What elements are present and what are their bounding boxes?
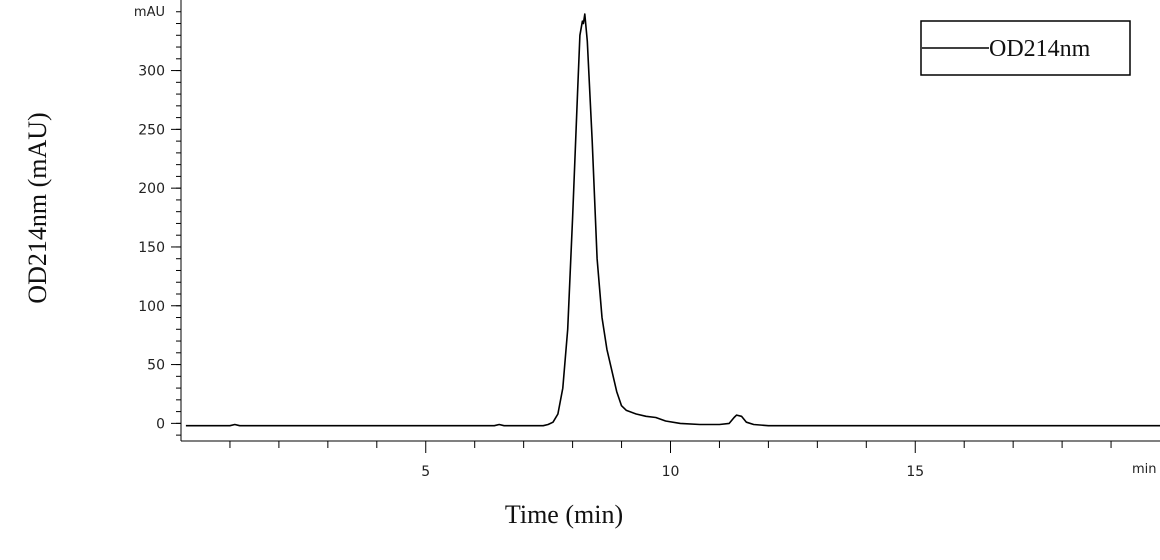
- y-unit-label: mAU: [134, 5, 165, 20]
- x-tick-label: 10: [662, 464, 680, 480]
- x-axis-title: Time (min): [505, 500, 623, 529]
- y-tick-label: 250: [138, 122, 165, 138]
- y-tick-label: 300: [138, 64, 165, 80]
- x-axis: 5 10 15: [181, 440, 1160, 480]
- y-tick-label: 100: [138, 299, 165, 315]
- y-tick-label: 50: [147, 358, 165, 374]
- x-tick-label: 5: [421, 464, 430, 480]
- x-unit-label: min: [1132, 462, 1157, 477]
- y-axis: 0 50 100 150 200 250 300: [138, 0, 182, 441]
- plot-area: [185, 13, 1160, 427]
- legend-label: OD214nm: [989, 36, 1091, 62]
- series-line-od214nm: [185, 13, 1160, 427]
- y-tick-label: 0: [156, 416, 165, 432]
- y-axis-title: OD214nm (mAU): [23, 112, 52, 303]
- y-tick-label: 150: [138, 240, 165, 256]
- legend: OD214nm: [920, 20, 1131, 76]
- x-tick-label: 15: [906, 464, 924, 480]
- y-tick-label: 200: [138, 181, 165, 197]
